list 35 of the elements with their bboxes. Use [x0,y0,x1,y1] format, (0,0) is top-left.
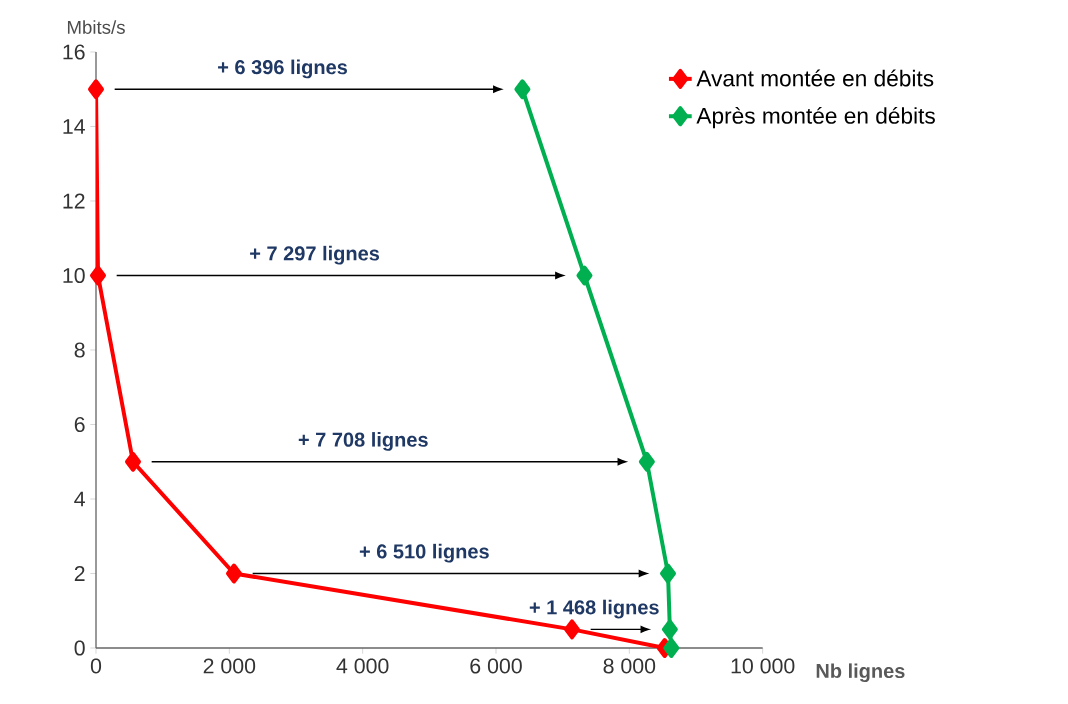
x-tick-label: 0 [90,658,102,674]
x-tick-label: 8 000 [603,658,656,674]
x-tick-label: 4 000 [336,658,389,674]
annotation: + 6 510 lignes [359,543,489,563]
point [638,451,655,472]
point [88,79,104,100]
x-tick-label: 2 000 [203,658,256,674]
y-tick-label: 8 [74,342,85,358]
point [576,265,593,286]
legend-label: Après montée en débits [696,106,935,129]
x-tick-label: 6 000 [470,658,522,674]
point [660,563,677,584]
point [90,265,106,286]
y-tick-label: 2 [74,566,85,581]
x-tick-label: 10 000 [731,658,795,674]
annotation: + 1 468 lignes [529,599,659,619]
y-axis-title: Mbits/s [67,20,125,34]
y-tick-label: 10 [63,267,85,284]
legend-label: Avant montée en débits [696,69,934,87]
point [661,619,678,640]
y-tick-label: 16 [63,44,85,60]
annotation: + 7 297 lignes [250,245,380,265]
point [125,451,141,472]
y-tick-label: 12 [63,193,85,209]
point [226,563,242,584]
y-tick-label: 6 [74,416,85,433]
y-tick-label: 14 [63,119,85,134]
point [663,638,680,658]
annotation: + 7 708 lignes [298,432,428,451]
annotation: + 6 396 lignes [218,59,347,79]
y-tick-label: 0 [74,640,85,656]
x-axis-title: Nb lignes [816,663,905,683]
point [564,619,580,640]
y-tick-label: 4 [74,491,85,507]
point [514,79,531,100]
